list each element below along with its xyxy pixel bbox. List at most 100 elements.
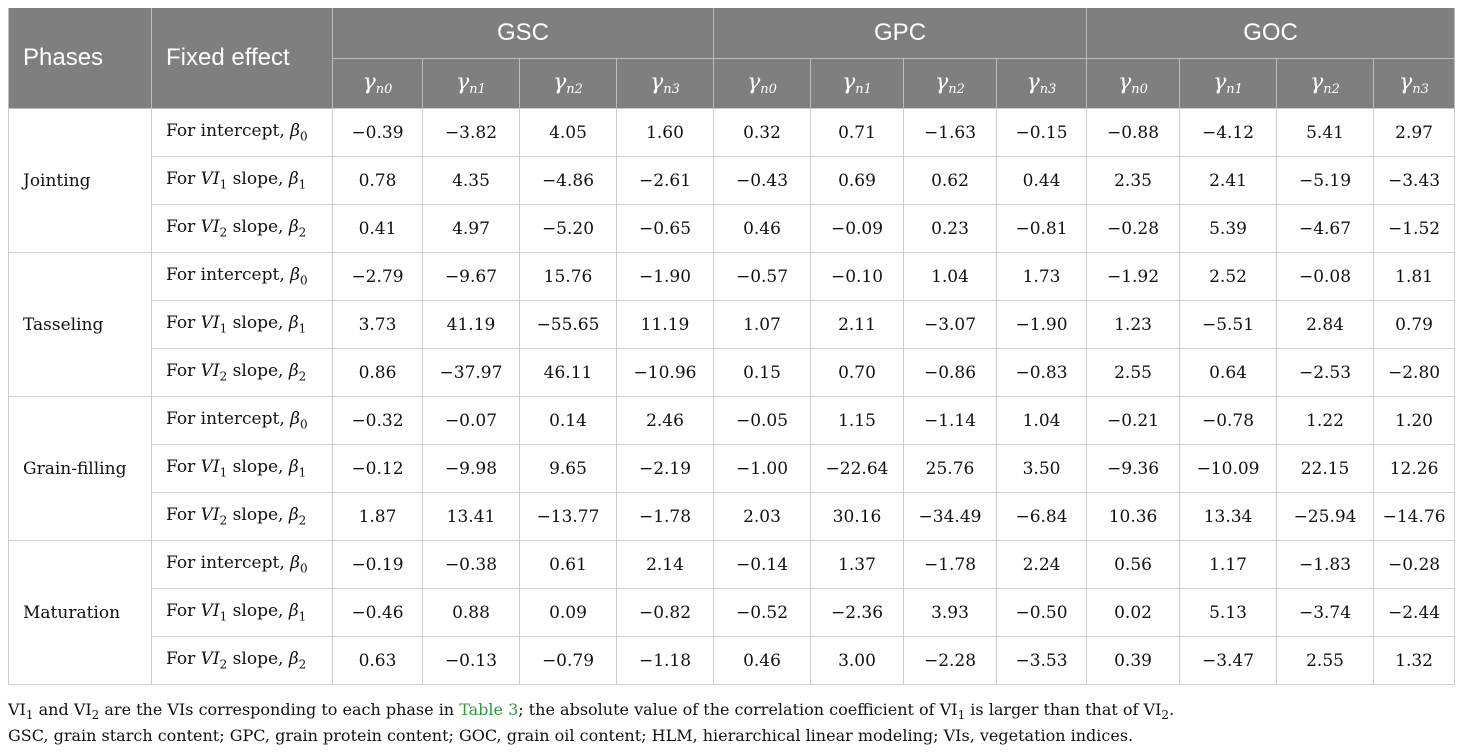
gamma-symbol: γ bbox=[1118, 70, 1132, 95]
gamma-header-gpc-n0: γn0 bbox=[713, 58, 812, 109]
value-cell: −0.57 bbox=[713, 252, 812, 301]
value-cell: −1.63 bbox=[903, 108, 998, 157]
value-cell: −9.36 bbox=[1086, 444, 1181, 493]
effect-beta: β bbox=[288, 601, 299, 622]
value-cell: 0.69 bbox=[810, 156, 905, 205]
gamma-symbol: γ bbox=[1310, 70, 1324, 95]
gamma-header-gpc-n2: γn2 bbox=[903, 58, 998, 109]
effect-beta-sub: 0 bbox=[299, 273, 308, 288]
effect-beta: β bbox=[290, 121, 300, 142]
effect-beta-sub: 2 bbox=[298, 513, 307, 528]
effect-prefix: For intercept, bbox=[166, 553, 291, 574]
gamma-symbol: γ bbox=[1399, 70, 1413, 95]
effect-prefix: For bbox=[166, 169, 201, 190]
fixed-effect-cell: For VI2 slope, β2 bbox=[151, 348, 333, 397]
value-cell: 9.65 bbox=[519, 444, 617, 493]
note-vi3: VI bbox=[939, 700, 958, 719]
effect-beta: β bbox=[290, 553, 300, 574]
table-row: For VI2 slope, β2 0.63 −0.13 −0.79 −1.18 0.46… bbox=[9, 636, 1456, 685]
value-cell: −0.12 bbox=[332, 444, 423, 493]
value-cell: −0.88 bbox=[1086, 108, 1181, 157]
gamma-symbol: γ bbox=[1026, 70, 1040, 95]
value-cell: −3.07 bbox=[903, 300, 998, 349]
value-cell: 5.13 bbox=[1179, 588, 1278, 637]
fixed-effect-cell: For VI2 slope, β2 bbox=[151, 492, 333, 541]
effect-prefix: For intercept, bbox=[166, 265, 291, 286]
value-cell: −1.18 bbox=[615, 636, 715, 685]
value-cell: −2.36 bbox=[810, 588, 905, 637]
effect-vi-sub: 1 bbox=[219, 321, 228, 336]
effect-beta: β bbox=[290, 265, 300, 286]
note-vi3-sub: 1 bbox=[957, 708, 966, 723]
value-cell: 1.15 bbox=[810, 396, 905, 445]
value-cell: −0.86 bbox=[903, 348, 998, 397]
effect-tail: slope, bbox=[227, 601, 289, 622]
value-cell: 1.07 bbox=[713, 300, 812, 349]
gamma-header-gpc-n1: γn1 bbox=[810, 58, 905, 109]
value-cell: 2.14 bbox=[615, 540, 715, 589]
effect-prefix: For bbox=[166, 601, 201, 622]
effect-tail: slope, bbox=[227, 217, 289, 238]
phase-cell: Tasseling bbox=[8, 252, 152, 397]
value-cell: −0.79 bbox=[519, 636, 617, 685]
value-cell: 5.39 bbox=[1179, 204, 1278, 253]
effect-vi: VI bbox=[200, 505, 220, 526]
gamma-symbol: γ bbox=[935, 70, 949, 95]
effect-vi: VI bbox=[200, 649, 220, 670]
value-cell: −25.94 bbox=[1276, 492, 1375, 541]
value-cell: −0.52 bbox=[713, 588, 812, 637]
value-cell: 13.34 bbox=[1179, 492, 1278, 541]
value-cell: −1.14 bbox=[903, 396, 998, 445]
value-cell: 0.78 bbox=[332, 156, 423, 205]
fixed-effect-cell: For VI2 slope, β2 bbox=[151, 204, 333, 253]
value-cell: −34.49 bbox=[903, 492, 998, 541]
effect-prefix: For bbox=[166, 457, 201, 478]
table-row: For VI1 slope, β1 −0.46 0.88 0.09 −0.82 −0.52… bbox=[9, 588, 1456, 637]
effect-vi-sub: 2 bbox=[219, 369, 228, 384]
value-cell: 5.41 bbox=[1276, 108, 1375, 157]
value-cell: 3.50 bbox=[996, 444, 1088, 493]
footnote-vi: VI1 and VI2 are the VIs corresponding to… bbox=[8, 700, 1174, 722]
value-cell: −14.76 bbox=[1373, 492, 1456, 541]
gamma-header-gsc-n3: γn3 bbox=[615, 58, 715, 109]
value-cell: 2.55 bbox=[1276, 636, 1375, 685]
value-cell: −0.07 bbox=[422, 396, 520, 445]
value-cell: 1.73 bbox=[996, 252, 1088, 301]
fixed-effect-cell: For VI2 slope, β2 bbox=[151, 636, 333, 685]
value-cell: −2.80 bbox=[1373, 348, 1456, 397]
gamma-subscript: n0 bbox=[375, 82, 393, 97]
gamma-subscript: n1 bbox=[469, 82, 486, 97]
value-cell: 2.97 bbox=[1373, 108, 1456, 157]
value-cell: −0.09 bbox=[810, 204, 905, 253]
fixed-effect-cell: For intercept, β0 bbox=[151, 108, 333, 157]
effect-beta: β bbox=[288, 505, 299, 526]
value-cell: −0.14 bbox=[713, 540, 812, 589]
table-row: For VI2 slope, β2 0.86 −37.97 46.11 −10.96 0.… bbox=[9, 348, 1456, 397]
effect-beta: β bbox=[288, 361, 299, 382]
effect-beta: β bbox=[288, 217, 299, 238]
value-cell: 12.26 bbox=[1373, 444, 1456, 493]
value-cell: −0.05 bbox=[713, 396, 812, 445]
gamma-subscript: n3 bbox=[1412, 82, 1429, 97]
gamma-subscript: n0 bbox=[760, 82, 777, 97]
gamma-header-gsc-n2: γn2 bbox=[519, 58, 617, 109]
value-cell: −3.82 bbox=[422, 108, 520, 157]
value-cell: 4.97 bbox=[422, 204, 520, 253]
value-cell: −0.10 bbox=[810, 252, 905, 301]
effect-vi: VI bbox=[200, 169, 220, 190]
value-cell: 30.16 bbox=[810, 492, 905, 541]
group-header-gsc: GSC bbox=[331, 8, 715, 59]
gamma-header-gsc-n0: γn0 bbox=[332, 58, 423, 109]
value-cell: 1.37 bbox=[810, 540, 905, 589]
hlm-coefficients-table: Phases Fixed effect GSC GPC GOC γn0 γn1 γn… bbox=[8, 8, 1456, 685]
table-3-link[interactable]: Table 3 bbox=[459, 700, 519, 719]
gamma-header-goc-n2: γn2 bbox=[1276, 58, 1375, 109]
gamma-subscript: n3 bbox=[663, 82, 680, 97]
table-row: Tasseling For intercept, β0 −2.79 −9.67 15.7… bbox=[8, 252, 1456, 397]
value-cell: 22.15 bbox=[1276, 444, 1375, 493]
gamma-subscript: n2 bbox=[1323, 82, 1340, 97]
value-cell: 1.22 bbox=[1276, 396, 1375, 445]
value-cell: −0.21 bbox=[1086, 396, 1181, 445]
gamma-header-goc-n3: γn3 bbox=[1373, 58, 1456, 109]
effect-vi-sub: 1 bbox=[219, 465, 228, 480]
